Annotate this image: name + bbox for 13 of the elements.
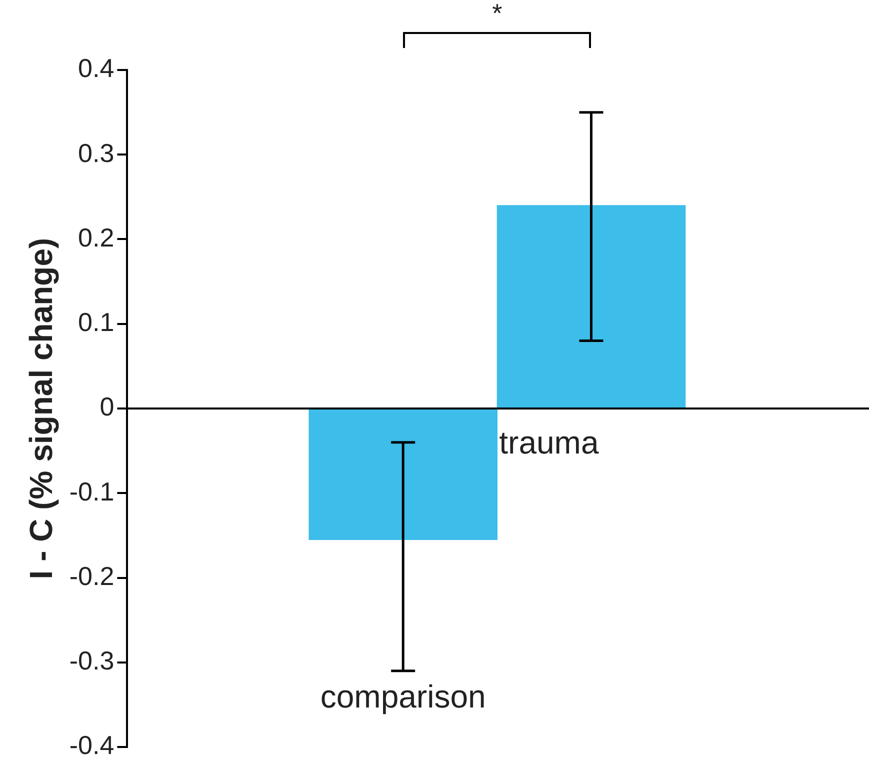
y-tick-label: -0.1 [69, 476, 114, 506]
y-tick-label: 0.1 [78, 307, 114, 338]
y-axis-title: I - C (% signal change) [23, 238, 60, 580]
x-tick-label: comparison [320, 678, 486, 715]
y-tick-label: -0.3 [69, 646, 114, 676]
y-tick-label: 0.4 [78, 53, 114, 84]
text: * [492, 0, 502, 28]
y-tick-label: 0 [100, 392, 114, 422]
y-tick-label: -0.4 [69, 730, 114, 760]
y-tick-label: 0.2 [78, 222, 114, 252]
y-tick-label: -0.2 [69, 560, 114, 591]
y-tick-label: 0.3 [78, 138, 114, 168]
x-tick-label: trauma [499, 424, 599, 460]
